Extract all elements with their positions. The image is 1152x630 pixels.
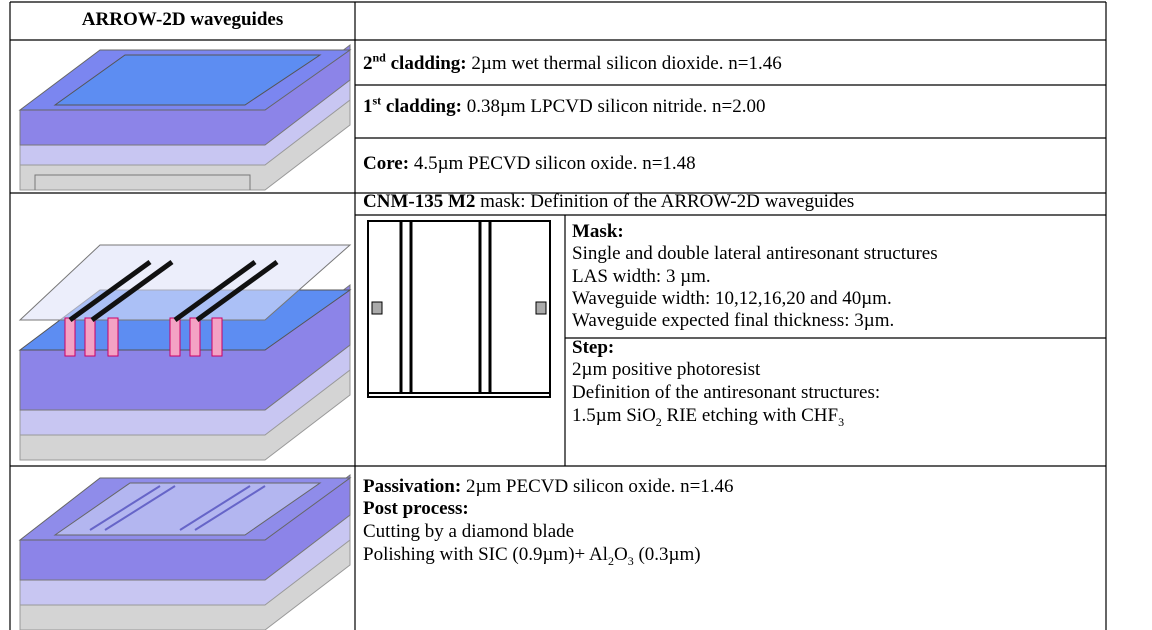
passivation-row: Passivation: 2µm PECVD silicon oxide. n=… — [363, 476, 734, 498]
step-line: 2µm positive photoresist — [572, 359, 760, 381]
polish-text: (0.3µm) — [634, 544, 701, 565]
mask-line: Single and double lateral antiresonant s… — [572, 243, 938, 265]
layer-sup: nd — [373, 51, 386, 65]
page: ARROW-2D waveguides 2nd cladding: 2µm we… — [0, 0, 1152, 630]
post-label: Post process: — [363, 498, 469, 520]
polish-text: Polishing with SIC (0.9µm)+ Al — [363, 544, 608, 565]
mask-title: CNM-135 M2 mask: Definition of the ARROW… — [363, 191, 854, 213]
post-line: Polishing with SIC (0.9µm)+ Al2O3 (0.3µm… — [363, 544, 701, 566]
mask-line: Waveguide width: 10,12,16,20 and 40µm. — [572, 288, 892, 310]
etch-text: RIE etching with CHF — [662, 405, 838, 426]
passivation-illustration — [20, 475, 350, 630]
mask-title-text: mask: Definition of the ARROW-2D wavegui… — [475, 191, 854, 212]
passivation-text: 2µm PECVD silicon oxide. n=1.46 — [461, 476, 733, 497]
polish-text: O — [614, 544, 628, 565]
layer-illustration — [20, 45, 350, 190]
layer-row: Core: 4.5µm PECVD silicon oxide. n=1.48 — [363, 153, 696, 175]
layer-row: 2nd cladding: 2µm wet thermal silicon di… — [363, 53, 782, 75]
mask-layout — [368, 221, 550, 397]
passivation-label: Passivation: — [363, 476, 461, 497]
layer-label: cladding: — [381, 96, 462, 117]
layer-row: 1st cladding: 0.38µm LPCVD silicon nitri… — [363, 96, 765, 118]
etch-sub: 3 — [838, 415, 844, 429]
layer-num: 2 — [363, 53, 373, 74]
waveguide-illustration — [20, 245, 350, 460]
etch-text: 1.5µm SiO — [572, 405, 656, 426]
post-line: Cutting by a diamond blade — [363, 521, 574, 543]
layer-name: 2nd cladding: — [363, 53, 467, 74]
mask-line: LAS width: 3 µm. — [572, 266, 711, 288]
layer-name: 1st cladding: — [363, 96, 462, 117]
mask-line: Waveguide expected final thickness: 3µm. — [572, 310, 894, 332]
mask-name: CNM-135 M2 — [363, 191, 475, 212]
layer-sup: st — [373, 94, 382, 108]
layer-name: Core: — [363, 153, 409, 174]
table-header: ARROW-2D waveguides — [10, 9, 355, 31]
mask-label: Mask: — [572, 221, 624, 243]
layer-desc: 4.5µm PECVD silicon oxide. n=1.48 — [409, 153, 696, 174]
layer-desc: 0.38µm LPCVD silicon nitride. n=2.00 — [462, 96, 766, 117]
layer-num: 1 — [363, 96, 373, 117]
step-label: Step: — [572, 337, 614, 359]
layer-desc: 2µm wet thermal silicon dioxide. n=1.46 — [467, 53, 782, 74]
layer-label: cladding: — [386, 53, 467, 74]
step-line: 1.5µm SiO2 RIE etching with CHF3 — [572, 405, 844, 427]
step-line: Definition of the antiresonant structure… — [572, 382, 880, 404]
